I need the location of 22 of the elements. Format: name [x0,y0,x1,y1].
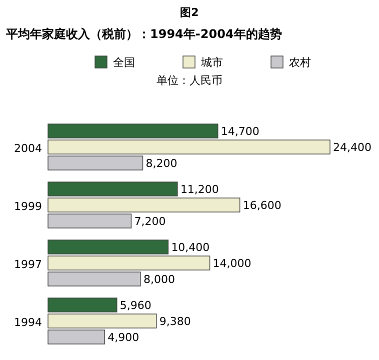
data-label: 8,000 [143,272,175,286]
legend-label: 城市 [200,56,223,69]
data-label: 16,600 [242,198,282,212]
y-tick-label: 2004 [14,142,42,155]
data-label: 9,380 [159,314,191,328]
y-tick-label: 1999 [14,200,42,213]
data-label: 4,900 [108,330,140,344]
data-label: 10,400 [171,240,210,254]
data-label: 14,700 [220,124,260,138]
data-label: 11,200 [180,182,219,196]
data-label: 24,400 [333,140,372,154]
y-tick-label: 1994 [14,316,42,329]
legend-label: 农村 [289,56,311,69]
legend-label: 全国 [113,56,135,69]
chart-subtitle: 平均年家庭收入（税前）：1994年-2004年的趋势 [5,27,282,41]
chart-title: 图2 [180,6,199,19]
data-label: 5,960 [120,298,152,312]
data-label: 7,200 [134,214,166,228]
text: 单位：人民币 [156,74,222,87]
data-label: 14,000 [212,256,252,270]
y-tick-label: 1997 [14,258,42,271]
data-label: 8,200 [146,156,178,170]
